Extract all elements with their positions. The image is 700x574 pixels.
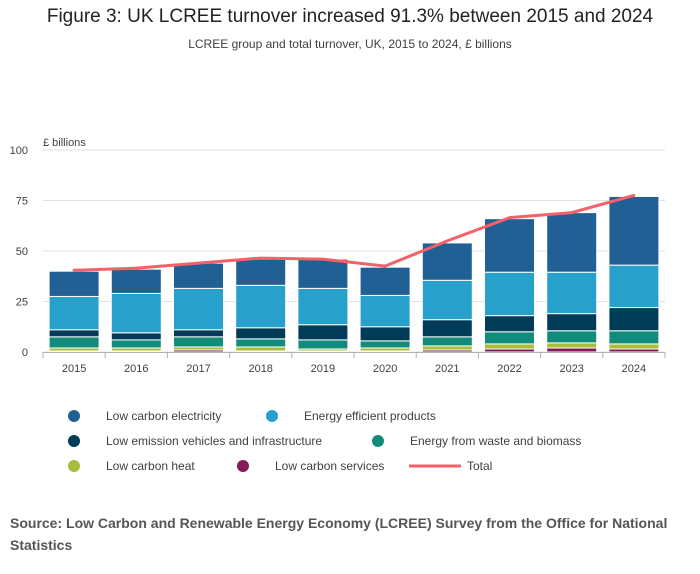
bar-segment xyxy=(110,268,162,294)
bar-segment xyxy=(297,324,349,341)
legend-swatch xyxy=(68,435,80,447)
x-tick-label: 2020 xyxy=(373,363,397,375)
bar-segment xyxy=(235,338,287,348)
legend-label: Energy efficient products xyxy=(304,409,436,423)
bar-segment xyxy=(546,342,598,349)
x-tick-label: 2017 xyxy=(186,363,210,375)
bar-segment xyxy=(359,294,411,328)
x-tick-label: 2016 xyxy=(124,363,148,375)
bar-segment xyxy=(484,315,535,333)
x-tick-label: 2023 xyxy=(559,363,583,375)
bar-segment xyxy=(421,336,473,347)
x-tick-label: 2018 xyxy=(248,363,272,375)
x-tick-label: 2019 xyxy=(311,363,335,375)
legend-label: Low carbon heat xyxy=(106,459,195,473)
bar-segment xyxy=(235,284,287,329)
bar-segment xyxy=(359,326,411,342)
chart-svg: 0 25 50 75 100 £ billions 2015 2016 2017 2018 2019… xyxy=(10,137,666,473)
bar-segment xyxy=(608,264,660,309)
bar-segment xyxy=(608,195,660,266)
bar-segment xyxy=(421,345,473,351)
y-tick-label: 75 xyxy=(16,196,28,208)
bar-segment xyxy=(110,339,162,349)
bar-segment xyxy=(48,329,100,338)
bar-segment xyxy=(235,327,287,340)
bar-segment xyxy=(110,292,162,334)
bar-segment xyxy=(173,329,224,338)
bar-segment xyxy=(235,346,287,352)
bar-segment xyxy=(484,343,535,350)
legend-swatch xyxy=(372,435,384,447)
chart-title: Figure 3: UK LCREE turnover increased 91… xyxy=(46,6,654,27)
bar-segment xyxy=(173,287,224,331)
bar-segment xyxy=(48,295,100,331)
legend: Low carbon electricity Energy efficient p… xyxy=(68,409,581,473)
x-tick-label: 2024 xyxy=(622,363,646,375)
legend-swatch xyxy=(266,410,278,422)
total-line xyxy=(72,193,636,272)
y-tick-label: 25 xyxy=(16,297,28,309)
bar-segment xyxy=(546,313,598,332)
legend-label: Low carbon services xyxy=(275,459,384,473)
bar-segment xyxy=(546,347,598,353)
legend-swatch xyxy=(68,410,80,422)
legend-label: Low emission vehicles and infrastructure xyxy=(106,434,322,448)
legend-label: Total xyxy=(467,459,492,473)
bar-segment xyxy=(173,336,224,348)
legend-label: Low carbon electricity xyxy=(106,409,221,423)
bar-segment xyxy=(608,307,660,332)
bar-segment xyxy=(484,218,535,273)
y-tick-label: 50 xyxy=(16,246,28,258)
bar-segment xyxy=(608,343,660,350)
bar-segment xyxy=(421,319,473,338)
bar-layer xyxy=(48,195,660,353)
x-tick-label: 2015 xyxy=(62,363,86,375)
legend-label: Energy from waste and biomass xyxy=(410,434,581,448)
axis-layer: 0 25 50 75 100 £ billions 2015 2016 2017 2018 2019… xyxy=(10,137,666,375)
bar-segment xyxy=(297,258,349,289)
total-line-layer xyxy=(72,193,636,272)
bar-segment xyxy=(297,339,349,350)
bar-segment xyxy=(546,330,598,344)
bar-segment xyxy=(421,279,473,321)
x-tick-label: 2021 xyxy=(435,363,459,375)
bar-segment xyxy=(297,287,349,326)
bar-segment xyxy=(484,331,535,345)
bar-segment xyxy=(48,270,100,297)
y-axis-unit-label: £ billions xyxy=(43,137,86,149)
bar-segment xyxy=(359,266,411,296)
x-tick-label: 2022 xyxy=(497,363,521,375)
bar-segment xyxy=(235,258,287,286)
bar-segment xyxy=(359,340,411,349)
chart-subtitle: LCREE group and total turnover, UK, 2015… xyxy=(188,37,512,51)
bar-segment xyxy=(484,271,535,317)
legend-swatch xyxy=(68,460,80,472)
bar-segment xyxy=(110,332,162,341)
bar-segment xyxy=(608,330,660,345)
legend-swatch xyxy=(237,460,249,472)
bar-segment xyxy=(546,271,598,315)
bar-segment xyxy=(173,262,224,289)
source-note: Source: Low Carbon and Renewable Energy … xyxy=(10,515,668,553)
y-tick-label: 100 xyxy=(10,145,28,157)
bar-segment xyxy=(48,336,100,349)
y-tick-label: 0 xyxy=(22,347,28,359)
bar-segment xyxy=(546,212,598,273)
